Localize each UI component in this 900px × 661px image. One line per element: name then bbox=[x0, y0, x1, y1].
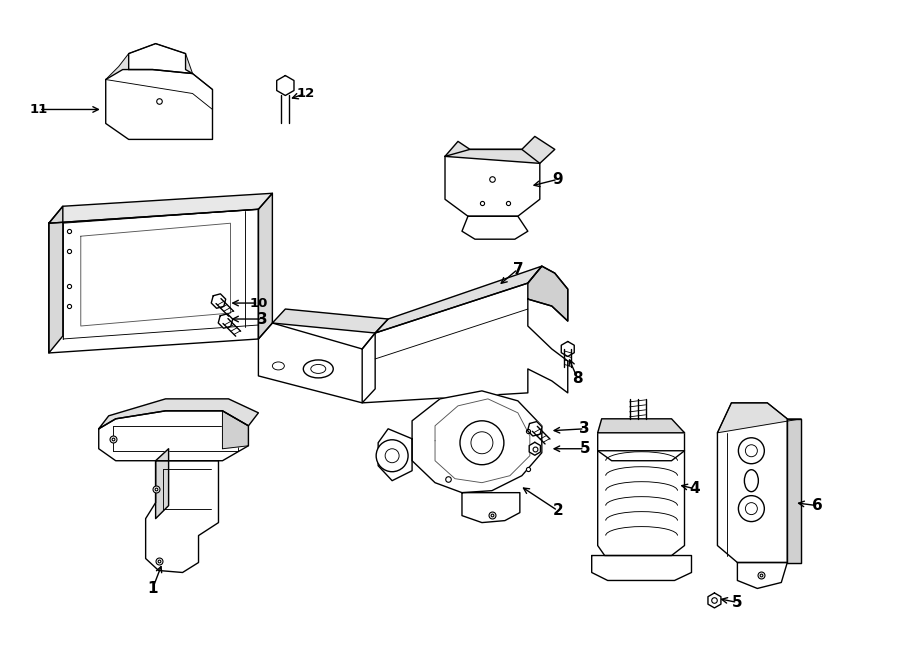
Text: 5: 5 bbox=[580, 442, 590, 456]
Polygon shape bbox=[49, 193, 273, 223]
Polygon shape bbox=[212, 294, 226, 308]
Ellipse shape bbox=[273, 362, 284, 370]
Polygon shape bbox=[218, 314, 233, 329]
Polygon shape bbox=[81, 223, 230, 326]
Polygon shape bbox=[258, 193, 273, 339]
Polygon shape bbox=[273, 309, 388, 333]
Polygon shape bbox=[375, 266, 542, 333]
Polygon shape bbox=[49, 210, 258, 353]
Text: 7: 7 bbox=[512, 262, 523, 277]
Polygon shape bbox=[462, 492, 520, 523]
Polygon shape bbox=[412, 391, 542, 492]
Polygon shape bbox=[99, 399, 258, 429]
Text: 2: 2 bbox=[553, 503, 563, 518]
Circle shape bbox=[738, 438, 764, 464]
Text: 11: 11 bbox=[30, 103, 48, 116]
Polygon shape bbox=[527, 266, 568, 321]
Text: 12: 12 bbox=[296, 87, 314, 100]
Polygon shape bbox=[99, 411, 248, 461]
Polygon shape bbox=[49, 206, 63, 353]
Polygon shape bbox=[258, 323, 375, 403]
Polygon shape bbox=[598, 451, 685, 555]
Polygon shape bbox=[737, 563, 788, 588]
Polygon shape bbox=[788, 419, 801, 563]
Text: 6: 6 bbox=[812, 498, 823, 513]
Polygon shape bbox=[378, 429, 412, 481]
Text: 10: 10 bbox=[249, 297, 267, 309]
Text: 4: 4 bbox=[689, 481, 700, 496]
Text: 3: 3 bbox=[257, 311, 267, 327]
Polygon shape bbox=[276, 75, 294, 95]
Polygon shape bbox=[105, 44, 212, 110]
Polygon shape bbox=[598, 419, 685, 433]
Polygon shape bbox=[717, 403, 801, 433]
Ellipse shape bbox=[303, 360, 333, 378]
Text: 3: 3 bbox=[580, 421, 590, 436]
Polygon shape bbox=[222, 411, 248, 449]
Text: 5: 5 bbox=[732, 595, 742, 610]
Polygon shape bbox=[129, 44, 193, 73]
Polygon shape bbox=[462, 216, 527, 239]
Polygon shape bbox=[445, 136, 554, 163]
Circle shape bbox=[738, 496, 764, 522]
Polygon shape bbox=[527, 422, 542, 436]
Polygon shape bbox=[435, 399, 530, 483]
Polygon shape bbox=[156, 449, 168, 519]
Polygon shape bbox=[105, 69, 212, 139]
Polygon shape bbox=[562, 342, 574, 356]
Text: 8: 8 bbox=[572, 371, 583, 387]
Polygon shape bbox=[598, 423, 685, 461]
Text: 1: 1 bbox=[148, 581, 157, 596]
Polygon shape bbox=[708, 593, 721, 608]
Polygon shape bbox=[445, 149, 540, 216]
Polygon shape bbox=[362, 266, 568, 403]
Ellipse shape bbox=[744, 470, 759, 492]
Text: 9: 9 bbox=[553, 172, 563, 187]
Circle shape bbox=[376, 440, 408, 472]
Polygon shape bbox=[146, 461, 219, 572]
Polygon shape bbox=[529, 442, 540, 455]
Polygon shape bbox=[591, 555, 691, 580]
Polygon shape bbox=[717, 403, 788, 563]
Circle shape bbox=[460, 421, 504, 465]
